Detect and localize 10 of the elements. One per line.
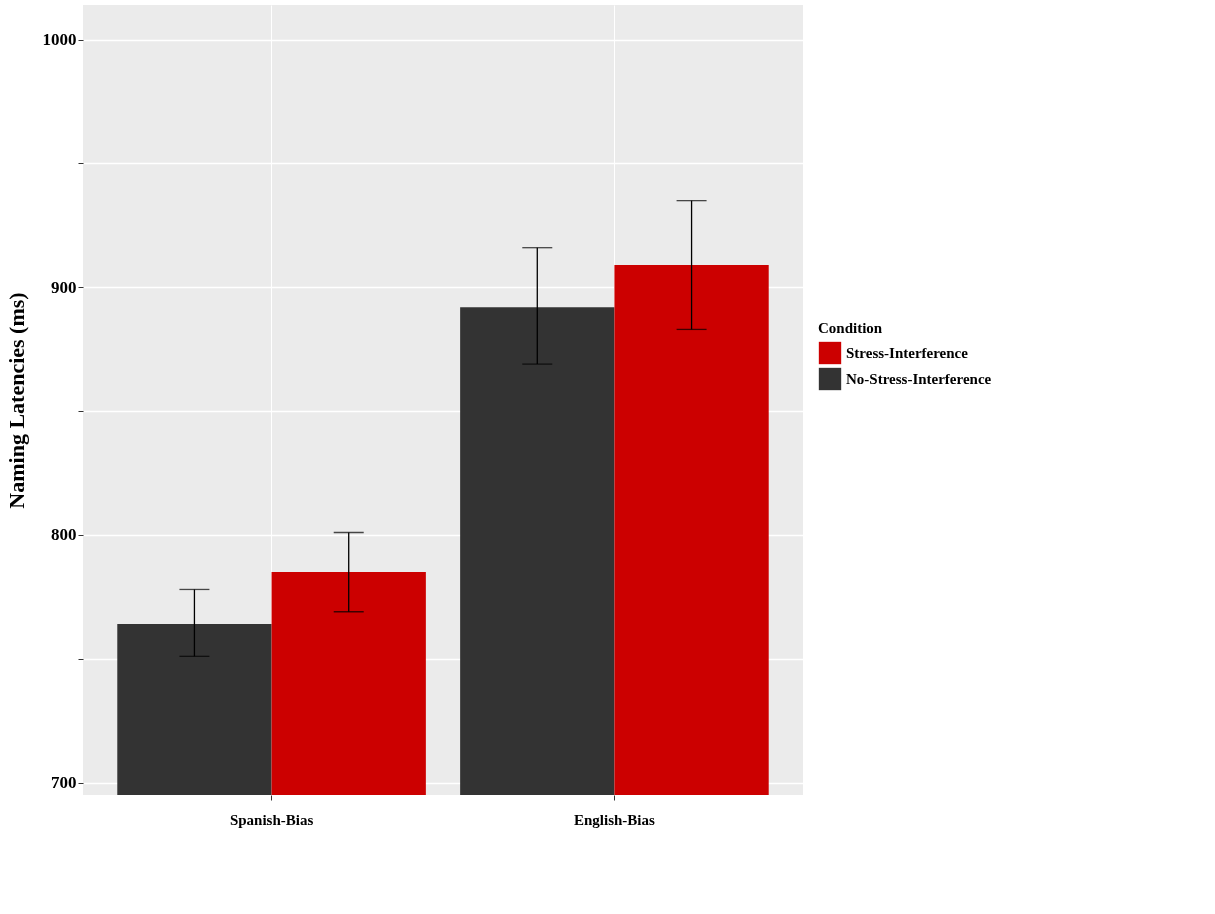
x-tick-label: English-Bias — [573, 811, 656, 828]
legend-label: No-Stress-Interference — [846, 371, 992, 387]
y-axis-title: Naming Latencies (ms) — [3, 292, 29, 509]
y-tick-label: 900 — [51, 277, 77, 297]
x-tick-label: Spanish-Bias — [229, 811, 314, 828]
y-tick-label: 700 — [51, 773, 77, 793]
y-tick-label: 1000 — [42, 30, 77, 50]
y-tick-label: 800 — [51, 525, 77, 545]
legend-title: Condition — [818, 320, 883, 336]
legend-label: Stress-Interference — [846, 345, 969, 361]
